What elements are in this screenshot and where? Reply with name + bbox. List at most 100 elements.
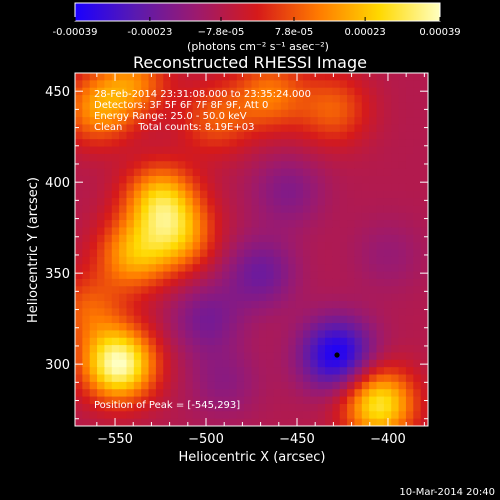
heatmap-cell <box>126 256 135 265</box>
heatmap-cell <box>354 198 363 206</box>
heatmap-cell <box>295 367 304 376</box>
heatmap-cell <box>177 139 186 148</box>
heatmap-cell <box>383 161 392 170</box>
heatmap-cell <box>185 300 194 309</box>
plot-frame <box>74 72 429 427</box>
heatmap-cell <box>214 198 223 206</box>
heatmap-cell <box>222 205 231 214</box>
heatmap-cell <box>133 234 142 243</box>
heatmap-cell <box>229 175 238 184</box>
heatmap-cell <box>258 381 267 390</box>
heatmap-cell <box>251 381 260 390</box>
heatmap-cell <box>192 87 201 96</box>
heatmap-cell <box>229 278 238 287</box>
heatmap-cell <box>332 286 341 295</box>
heatmap-cell <box>200 367 208 376</box>
heatmap-cell <box>295 396 304 405</box>
heatmap-cell <box>111 198 120 206</box>
heatmap-cell <box>361 198 370 206</box>
heatmap-cell <box>383 256 392 265</box>
heatmap-cell <box>280 146 289 155</box>
heatmap-cell <box>354 139 363 148</box>
heatmap-cell <box>126 102 135 111</box>
heatmap-cell <box>302 330 311 339</box>
heatmap-cell <box>280 205 289 214</box>
heatmap-cell <box>82 403 91 412</box>
heatmap-cell <box>207 418 216 426</box>
heatmap-cell <box>207 271 216 280</box>
heatmap-cell <box>89 242 98 251</box>
heatmap-cell <box>244 198 253 206</box>
heatmap-cell <box>111 249 120 258</box>
heatmap-cell <box>89 124 98 133</box>
heatmap-cell <box>266 264 275 273</box>
heatmap-cell <box>398 124 407 133</box>
heatmap-cell <box>141 109 150 118</box>
heatmap-cell <box>317 249 326 258</box>
heatmap-cell <box>155 278 164 287</box>
heatmap-cell <box>339 131 348 140</box>
heatmap-cell <box>141 124 150 133</box>
heatmap-cell <box>383 278 392 287</box>
heatmap-cell <box>376 323 385 331</box>
heatmap-cell <box>148 323 157 331</box>
heatmap-cell <box>222 212 231 221</box>
heatmap-cell <box>398 205 407 214</box>
heatmap-cell <box>177 87 186 96</box>
heatmap-cell <box>258 308 267 317</box>
heatmap-cell <box>376 146 385 155</box>
heatmap-cell <box>133 396 142 405</box>
heatmap-cell <box>229 80 238 89</box>
heatmap-cell <box>222 345 231 354</box>
heatmap-cell <box>420 198 428 206</box>
heatmap-cell <box>119 205 128 214</box>
heatmap-cell <box>273 300 282 309</box>
heatmap-cell <box>317 271 326 280</box>
heatmap-cell <box>251 308 260 317</box>
heatmap-cell <box>126 286 135 295</box>
heatmap-cell <box>420 183 428 192</box>
heatmap-cell <box>339 249 348 258</box>
heatmap-cell <box>244 256 253 265</box>
heatmap-cell <box>200 323 208 331</box>
heatmap-cell <box>119 249 128 258</box>
heatmap-cell <box>236 323 245 331</box>
heatmap-cell <box>148 396 157 405</box>
heatmap-cell <box>111 131 120 140</box>
heatmap-cell <box>302 293 311 302</box>
heatmap-cell <box>258 109 267 118</box>
heatmap-cell <box>177 131 186 140</box>
heatmap-cell <box>244 102 253 111</box>
heatmap-cell <box>266 242 275 251</box>
heatmap-cell <box>339 190 348 199</box>
heatmap-cell <box>266 359 275 368</box>
heatmap-cell <box>126 389 135 398</box>
heatmap-cell <box>192 278 201 287</box>
heatmap-cell <box>222 153 231 162</box>
heatmap-cell <box>82 249 91 258</box>
heatmap-cell <box>104 256 113 265</box>
heatmap-cell <box>229 153 238 162</box>
heatmap-cell <box>163 175 172 184</box>
heatmap-cell <box>104 249 113 258</box>
heatmap-cell <box>192 374 201 383</box>
heatmap-cell <box>413 205 422 214</box>
heatmap-cell <box>119 220 128 229</box>
heatmap-cell <box>258 73 267 81</box>
heatmap-cell <box>133 323 142 331</box>
heatmap-cell <box>222 359 231 368</box>
heatmap-cell <box>97 190 106 199</box>
heatmap-cell <box>280 212 289 221</box>
heatmap-cell <box>126 80 135 89</box>
heatmap-cell <box>222 161 231 170</box>
heatmap-cell <box>97 293 106 302</box>
heatmap-cell <box>133 403 142 412</box>
heatmap-cell <box>214 205 223 214</box>
heatmap-cell <box>325 403 333 412</box>
heatmap-cell <box>339 102 348 111</box>
heatmap-cell <box>310 220 319 229</box>
heatmap-cell <box>420 146 428 155</box>
heatmap-cell <box>97 87 106 96</box>
heatmap-cell <box>82 278 91 287</box>
heatmap-cell <box>170 102 179 111</box>
